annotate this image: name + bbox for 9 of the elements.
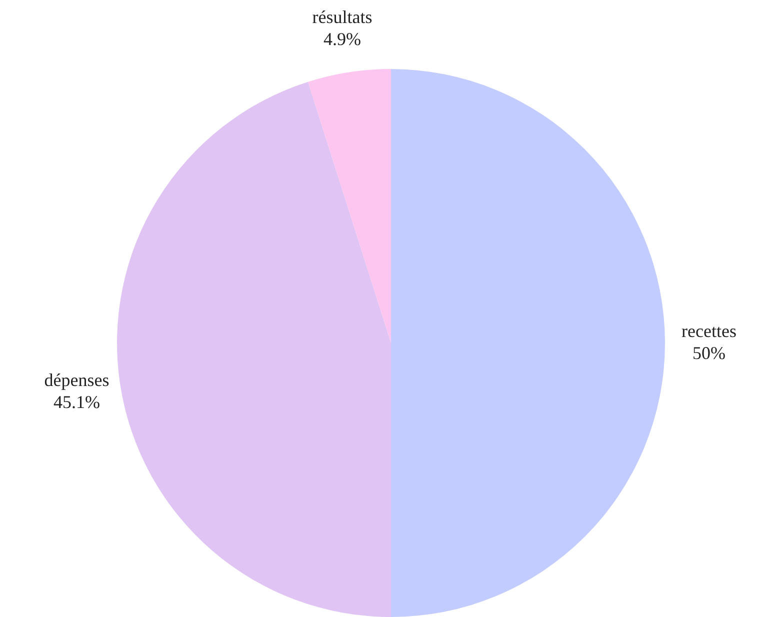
slice-label: recettes xyxy=(682,321,736,341)
pie-slice xyxy=(391,69,664,617)
pie-slice xyxy=(308,69,391,343)
slice-label: dépenses xyxy=(44,370,110,390)
data-label: 50% xyxy=(692,343,726,363)
pie-slice xyxy=(117,82,391,617)
data-label: 4.9% xyxy=(323,28,361,49)
slice-label: résultats xyxy=(312,6,372,27)
data-label: 45.1% xyxy=(54,392,100,412)
